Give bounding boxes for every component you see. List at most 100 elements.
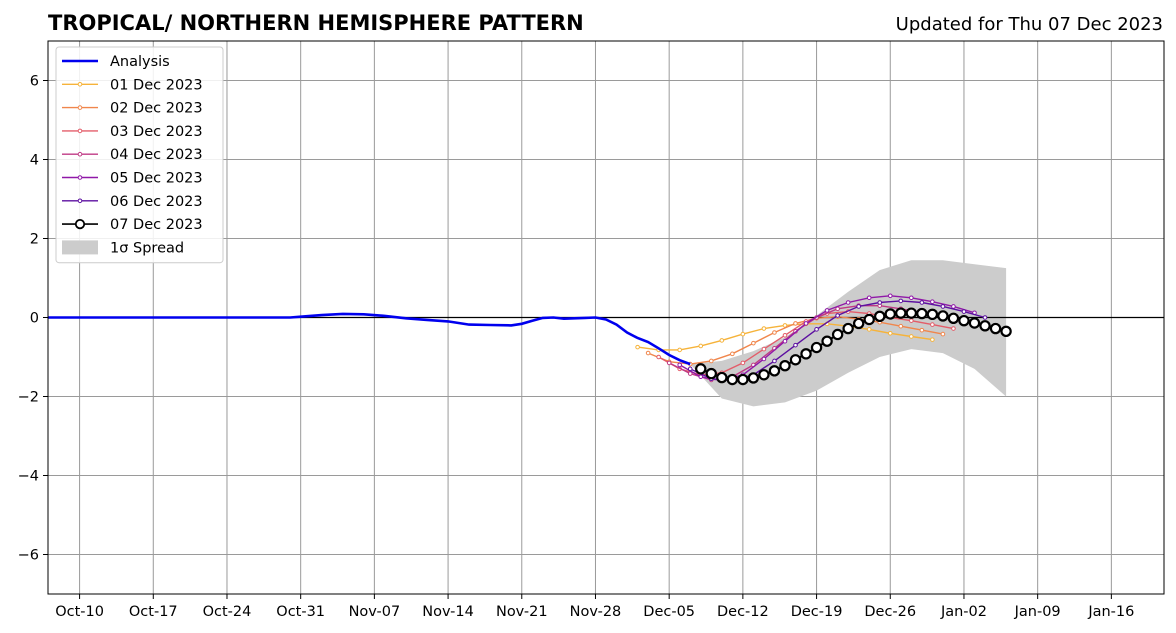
legend-item: 04 Dec 2023 [62, 147, 203, 163]
legend-item: 03 Dec 2023 [62, 124, 203, 140]
data-point [789, 354, 802, 366]
legend-marker [77, 82, 83, 87]
data-point [979, 320, 991, 332]
data-point [895, 307, 907, 319]
data-point [898, 323, 904, 329]
legend-label: Analysis [110, 54, 170, 70]
data-point [761, 326, 767, 331]
forecast-series-group [635, 293, 1012, 386]
data-point [782, 332, 788, 338]
data-point [751, 340, 756, 346]
y-tick-label: −6 [18, 548, 39, 564]
x-tick-label: Oct-10 [55, 604, 104, 620]
legend-label: 1σ Spread [110, 240, 184, 256]
legend-item: 01 Dec 2023 [62, 77, 203, 93]
data-point [916, 307, 928, 320]
data-point [874, 310, 886, 323]
x-tick-label: Nov-14 [422, 604, 474, 620]
data-point [961, 309, 967, 314]
legend-item: 05 Dec 2023 [62, 171, 203, 187]
data-point [708, 358, 714, 364]
data-point [677, 362, 682, 368]
data-point [947, 312, 960, 324]
data-point [835, 313, 840, 318]
legend-item: 02 Dec 2023 [62, 101, 203, 117]
data-point [866, 327, 872, 332]
data-point [940, 304, 946, 309]
x-tick-label: Oct-17 [129, 604, 178, 620]
legend-swatch [62, 240, 98, 255]
legend-label: 01 Dec 2023 [110, 77, 203, 93]
legend-label: 05 Dec 2023 [110, 171, 203, 187]
data-point [824, 308, 830, 313]
data-point [937, 310, 949, 322]
data-point [737, 373, 749, 386]
y-tick-label: −4 [18, 469, 39, 485]
data-point [930, 299, 935, 305]
x-tick-label: Oct-24 [203, 604, 252, 620]
data-point [719, 338, 725, 343]
x-tick-label: Nov-07 [349, 604, 401, 620]
series-07-dec-2023 [695, 307, 1012, 386]
data-point [930, 322, 935, 327]
data-point [698, 343, 704, 349]
updated-label: Updated for Thu 07 Dec 2023 [896, 14, 1163, 35]
legend: Analysis 01 Dec 2023 02 Dec 2023 03 Dec 202… [55, 46, 224, 264]
plot-area [48, 260, 1164, 407]
data-point [919, 327, 925, 333]
data-point [695, 363, 707, 375]
data-point [940, 331, 946, 337]
data-point [898, 298, 904, 304]
legend-marker [74, 219, 86, 230]
data-point [968, 317, 981, 329]
data-point [810, 341, 823, 354]
y-tick-label: −2 [18, 390, 39, 406]
data-point [698, 374, 704, 380]
data-point [782, 338, 788, 344]
x-tick-label: Jan-09 [1014, 604, 1061, 620]
data-point [761, 356, 767, 362]
y-tick-label: 6 [30, 74, 39, 90]
data-point [989, 322, 1002, 335]
data-point [982, 315, 988, 320]
legend-label: 03 Dec 2023 [110, 124, 203, 140]
data-point [909, 334, 914, 339]
x-tick-label: Oct-31 [276, 604, 325, 620]
data-point [887, 331, 893, 336]
legend-label: 02 Dec 2023 [110, 101, 203, 117]
data-point [730, 351, 735, 357]
legend-marker [77, 198, 83, 204]
data-point [803, 321, 809, 326]
y-tick-label: 2 [30, 232, 39, 248]
data-point [716, 371, 728, 384]
legend-item: 06 Dec 2023 [62, 194, 203, 210]
data-point [705, 367, 717, 380]
data-point [905, 307, 918, 319]
legend-label: 07 Dec 2023 [110, 217, 203, 233]
y-tick-label: 0 [30, 311, 39, 327]
data-point [740, 360, 746, 366]
data-point [677, 347, 682, 353]
legend-marker [77, 151, 83, 157]
x-tick-label: Jan-16 [1087, 604, 1134, 620]
x-tick-label: Dec-12 [717, 604, 769, 620]
data-point [726, 373, 739, 386]
data-point [772, 330, 777, 335]
data-point [656, 354, 661, 360]
data-point [645, 350, 651, 356]
data-point [863, 313, 875, 326]
data-point [926, 308, 939, 321]
data-point [845, 300, 851, 305]
data-point [793, 321, 798, 326]
legend-box [55, 46, 224, 264]
data-point [884, 308, 896, 320]
data-point [800, 348, 812, 360]
data-point [635, 344, 640, 350]
data-point [758, 369, 770, 381]
data-point [768, 365, 781, 377]
x-tick-label: Jan-02 [940, 604, 987, 620]
data-point [856, 304, 861, 309]
data-point [779, 359, 791, 372]
data-point [747, 372, 760, 384]
